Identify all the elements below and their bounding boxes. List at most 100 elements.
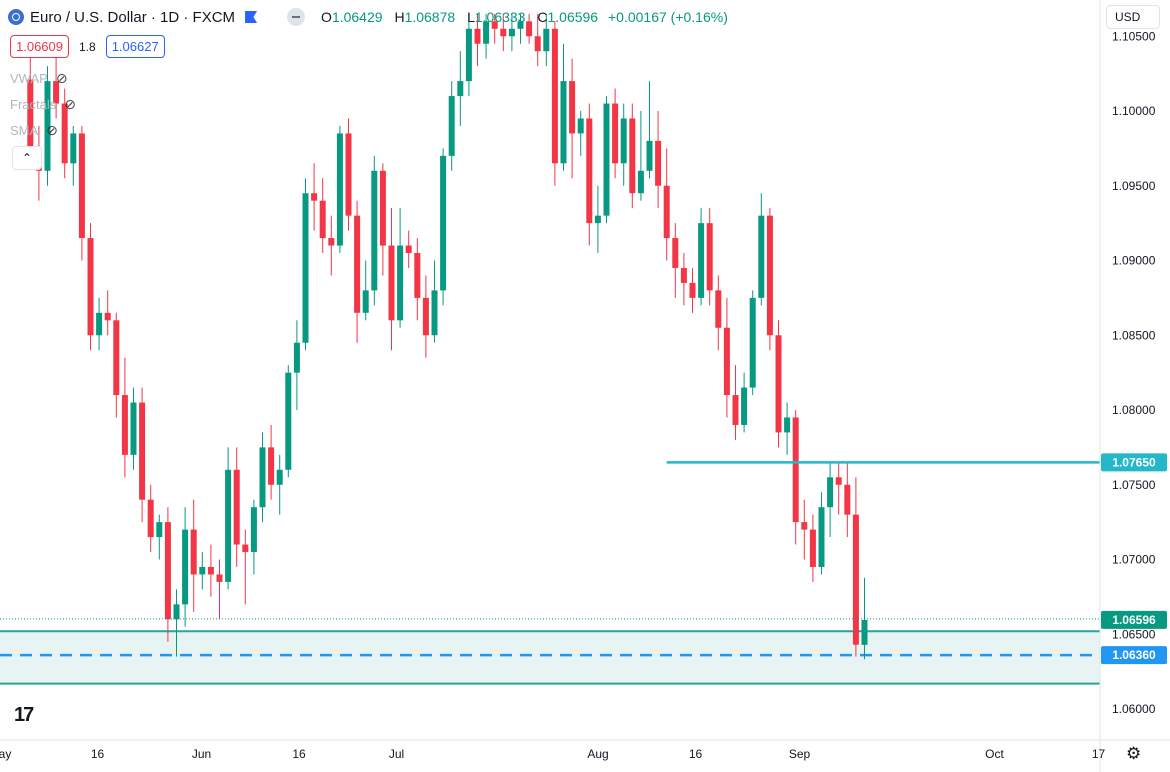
candle-body: [388, 245, 395, 321]
candle-body: [861, 619, 868, 645]
candle-body: [285, 372, 292, 470]
candle-body: [577, 118, 584, 134]
tradingview-logo-icon[interactable]: 17: [14, 704, 34, 726]
collapse-legend-button[interactable]: [287, 8, 306, 26]
candle-body: [319, 200, 326, 239]
close-value: 1.06596: [547, 9, 599, 25]
candle-body: [758, 215, 765, 298]
candle-body: [569, 81, 576, 134]
candle-body: [87, 238, 94, 336]
collapse-indicators-button[interactable]: ⌃: [12, 146, 42, 170]
y-tick-label: 1.10500: [1112, 29, 1156, 43]
y-tick-label: 1.10000: [1112, 104, 1156, 118]
indicator-label: Fractals: [10, 97, 57, 112]
candle-body: [775, 335, 782, 433]
candle-body: [156, 522, 163, 538]
x-tick-label: 16: [91, 747, 105, 761]
candle-body: [706, 223, 713, 291]
currency-label: USD: [1115, 10, 1141, 24]
candle-body: [422, 297, 429, 336]
candle-body: [603, 103, 610, 216]
euro-dollar-symbol-icon: [8, 9, 24, 25]
candle-body: [766, 215, 773, 336]
candle-body: [620, 118, 627, 164]
support-zone: [0, 631, 1100, 684]
candle-body: [345, 133, 352, 216]
candle-body: [190, 529, 197, 575]
candle-body: [397, 245, 404, 321]
x-tick-label: Jul: [389, 747, 404, 761]
candle-body: [534, 36, 541, 52]
indicator-fractals[interactable]: Fractals ⊘: [10, 96, 76, 113]
candle-body: [655, 140, 662, 186]
candle-body: [801, 522, 808, 530]
candle-body: [483, 21, 490, 44]
candle-body: [96, 312, 103, 336]
candle-body: [53, 81, 60, 104]
candle-body: [216, 574, 223, 582]
indicator-vwap[interactable]: VWAP ⊘: [10, 70, 68, 87]
candle-body: [637, 170, 644, 194]
y-tick-label: 1.07000: [1112, 553, 1156, 567]
candle-body: [465, 28, 472, 82]
currency-selector[interactable]: USD: [1106, 5, 1160, 29]
candle-body: [809, 529, 816, 567]
last-price-tag: 1.06596: [1112, 613, 1156, 627]
candle-body: [629, 118, 636, 194]
candle-body: [457, 81, 464, 97]
buy-price-button[interactable]: 1.06627: [105, 35, 165, 58]
candle-body: [199, 566, 206, 575]
candle-body: [792, 417, 799, 523]
candle-body: [173, 604, 180, 620]
candle-body: [139, 402, 146, 500]
gear-icon[interactable]: ⚙: [1126, 744, 1142, 763]
open-value: 1.06429: [331, 9, 383, 25]
candle-body: [147, 499, 154, 538]
candle-body: [259, 447, 266, 508]
candle-body: [182, 529, 189, 605]
x-tick-label: Oct: [985, 747, 1004, 761]
x-tick-label: 16: [689, 747, 703, 761]
candle-body: [379, 170, 386, 246]
flag-icon[interactable]: [245, 11, 258, 23]
candle-body: [818, 507, 825, 567]
candle-body: [268, 447, 275, 485]
candle-body: [130, 402, 137, 455]
x-tick-label: 16: [292, 747, 306, 761]
candle-body: [405, 245, 412, 254]
candle-body: [293, 342, 300, 373]
candle-body: [78, 133, 85, 239]
x-tick-label: May: [0, 747, 11, 761]
candle-body: [70, 133, 77, 164]
candle-body: [517, 21, 524, 29]
candle-body: [508, 28, 515, 37]
candle-body: [27, 79, 34, 149]
candle-body: [749, 297, 756, 388]
candle-body: [663, 185, 670, 239]
y-tick-label: 1.06000: [1112, 702, 1156, 716]
chart-legend: Euro / U.S. Dollar · 1D · FXCM O1.06429 …: [8, 6, 728, 28]
y-tick-label: 1.06500: [1112, 627, 1156, 641]
indicator-sma[interactable]: SMA ⊘: [10, 122, 58, 139]
candle-body: [207, 566, 214, 575]
eye-hidden-icon[interactable]: ⊘: [55, 70, 68, 86]
eye-hidden-icon[interactable]: ⊘: [46, 122, 58, 138]
candle-body: [354, 215, 361, 313]
eye-hidden-icon[interactable]: ⊘: [64, 96, 76, 112]
candle-body: [723, 327, 730, 396]
y-tick-label: 1.08000: [1112, 403, 1156, 417]
candle-body: [225, 469, 232, 582]
candle-body: [336, 133, 343, 246]
candle-body: [431, 290, 438, 336]
spread-value: 1.8: [79, 39, 96, 54]
candle-body: [526, 21, 533, 37]
sell-price-button[interactable]: 1.06609: [10, 35, 69, 58]
symbol-title[interactable]: Euro / U.S. Dollar · 1D · FXCM: [30, 8, 236, 26]
candle-body: [276, 469, 283, 485]
candle-body: [852, 514, 859, 645]
low-value: 1.06333: [474, 9, 526, 25]
candle-body: [250, 507, 257, 553]
candle-body: [698, 223, 705, 298]
candle-body: [680, 267, 687, 283]
